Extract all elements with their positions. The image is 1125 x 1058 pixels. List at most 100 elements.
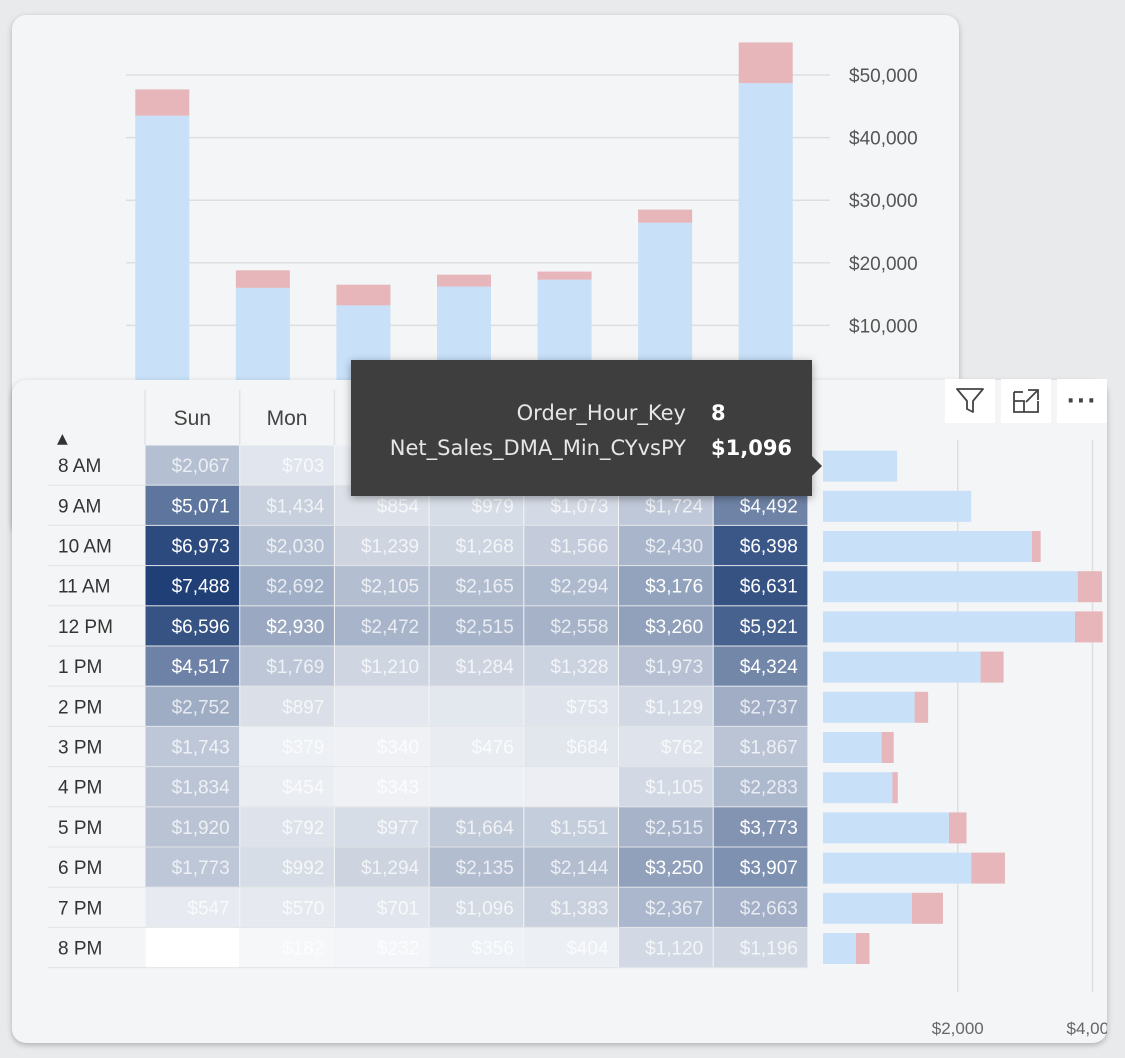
heatmap-cell[interactable]: [429, 927, 524, 968]
hbar-delta[interactable]: [1075, 611, 1103, 643]
column-header-mon[interactable]: Mon: [267, 407, 308, 430]
heatmap-cell[interactable]: [524, 646, 618, 686]
heatmap-cell[interactable]: [524, 927, 618, 968]
bar-delta-wed[interactable]: [437, 274, 491, 287]
hbar-base[interactable]: [823, 651, 981, 683]
heatmap-cell[interactable]: [240, 445, 334, 485]
heatmap-cell[interactable]: [524, 767, 618, 807]
heatmap-cell[interactable]: [334, 726, 429, 767]
hbar-delta[interactable]: [971, 852, 1005, 884]
heatmap-cell[interactable]: [619, 525, 713, 566]
heatmap-cell[interactable]: [619, 807, 713, 847]
hbar-delta[interactable]: [980, 651, 1004, 683]
hbar-base[interactable]: [823, 933, 857, 964]
heatmap-cell[interactable]: [429, 726, 524, 767]
heatmap-cell[interactable]: [240, 606, 334, 646]
heatmap-cell[interactable]: [240, 847, 334, 887]
heatmap-cell[interactable]: [240, 566, 334, 606]
bar-delta-sat[interactable]: [738, 42, 793, 84]
hbar-base[interactable]: [823, 450, 898, 482]
heatmap-cell[interactable]: [524, 807, 618, 847]
heatmap-cell[interactable]: [619, 566, 713, 606]
heatmap-cell[interactable]: [713, 767, 808, 807]
heatmap-cell[interactable]: [713, 927, 808, 968]
heatmap-cell[interactable]: [713, 887, 808, 927]
hbar-base[interactable]: [823, 852, 972, 884]
heatmap-cell[interactable]: [524, 887, 618, 927]
bar-delta-tue[interactable]: [336, 284, 391, 306]
heatmap-cell[interactable]: [145, 445, 240, 485]
heatmap-cell[interactable]: [429, 525, 524, 566]
heatmap-cell[interactable]: [524, 847, 618, 887]
hbar-base[interactable]: [823, 531, 1032, 562]
more-options-button[interactable]: ···: [1057, 379, 1107, 423]
heatmap-cell[interactable]: [334, 566, 429, 606]
heatmap-cell[interactable]: [145, 887, 240, 927]
hbar-delta[interactable]: [949, 812, 967, 844]
heatmap-cell[interactable]: [524, 525, 618, 566]
heatmap-cell[interactable]: [240, 686, 334, 726]
heatmap-cell[interactable]: [619, 726, 713, 767]
bar-delta-fri[interactable]: [638, 209, 693, 223]
heatmap-cell[interactable]: [145, 847, 240, 887]
hbar-delta[interactable]: [1031, 531, 1041, 562]
hbar-base[interactable]: [823, 732, 882, 763]
heatmap-cell[interactable]: [619, 887, 713, 927]
heatmap-cell[interactable]: [145, 646, 240, 686]
heatmap-cell[interactable]: [334, 767, 429, 807]
hbar-delta[interactable]: [914, 691, 929, 723]
hbar-delta[interactable]: [1077, 571, 1102, 603]
heatmap-cell[interactable]: [619, 927, 713, 968]
heatmap-cell[interactable]: [240, 525, 334, 566]
heatmap-cell[interactable]: [429, 646, 524, 686]
heatmap-cell[interactable]: [145, 525, 240, 566]
heatmap-cell[interactable]: [240, 887, 334, 927]
hbar-base[interactable]: [823, 812, 950, 844]
heatmap-cell[interactable]: [334, 807, 429, 847]
focus-mode-button[interactable]: [1001, 379, 1051, 423]
filter-button[interactable]: [945, 379, 995, 423]
heatmap-cell[interactable]: [524, 726, 618, 767]
heatmap-cell[interactable]: [524, 606, 618, 646]
hbar-base[interactable]: [823, 490, 972, 522]
heatmap-cell[interactable]: [240, 767, 334, 807]
heatmap-cell[interactable]: [240, 807, 334, 847]
heatmap-cell[interactable]: [145, 566, 240, 606]
bar-base-mon[interactable]: [235, 287, 290, 388]
hbar-delta[interactable]: [881, 732, 894, 763]
bar-base-sun[interactable]: [135, 115, 190, 388]
sort-indicator-icon[interactable]: ▲: [57, 431, 68, 447]
hbar-delta[interactable]: [892, 772, 898, 804]
heatmap-cell[interactable]: [240, 646, 334, 686]
bar-base-sat[interactable]: [738, 83, 793, 388]
heatmap-cell[interactable]: [713, 807, 808, 847]
heatmap-cell[interactable]: [713, 606, 808, 646]
heatmap-cell[interactable]: [429, 807, 524, 847]
heatmap-cell[interactable]: [145, 807, 240, 847]
heatmap-cell[interactable]: [240, 726, 334, 767]
heatmap-cell[interactable]: [619, 847, 713, 887]
heatmap-cell[interactable]: [713, 525, 808, 566]
heatmap-cell[interactable]: [524, 566, 618, 606]
hbar-base[interactable]: [823, 892, 912, 924]
heatmap-cell[interactable]: [429, 606, 524, 646]
heatmap-cell[interactable]: [713, 646, 808, 686]
heatmap-cell[interactable]: [429, 686, 524, 726]
heatmap-cell[interactable]: [145, 686, 240, 726]
heatmap-cell[interactable]: [334, 646, 429, 686]
heatmap-cell[interactable]: [619, 686, 713, 726]
heatmap-cell[interactable]: [145, 485, 240, 525]
hbar-base[interactable]: [823, 611, 1076, 643]
heatmap-cell[interactable]: [619, 606, 713, 646]
hbar-base[interactable]: [823, 691, 915, 723]
heatmap-cell[interactable]: [334, 887, 429, 927]
heatmap-cell[interactable]: [713, 847, 808, 887]
heatmap-cell[interactable]: [429, 847, 524, 887]
heatmap-cell[interactable]: [145, 927, 240, 968]
heatmap-cell[interactable]: [145, 767, 240, 807]
bar-delta-sun[interactable]: [135, 89, 190, 116]
hbar-base[interactable]: [823, 571, 1078, 603]
heatmap-cell[interactable]: [524, 686, 618, 726]
heatmap-cell[interactable]: [429, 566, 524, 606]
heatmap-cell[interactable]: [240, 485, 334, 525]
